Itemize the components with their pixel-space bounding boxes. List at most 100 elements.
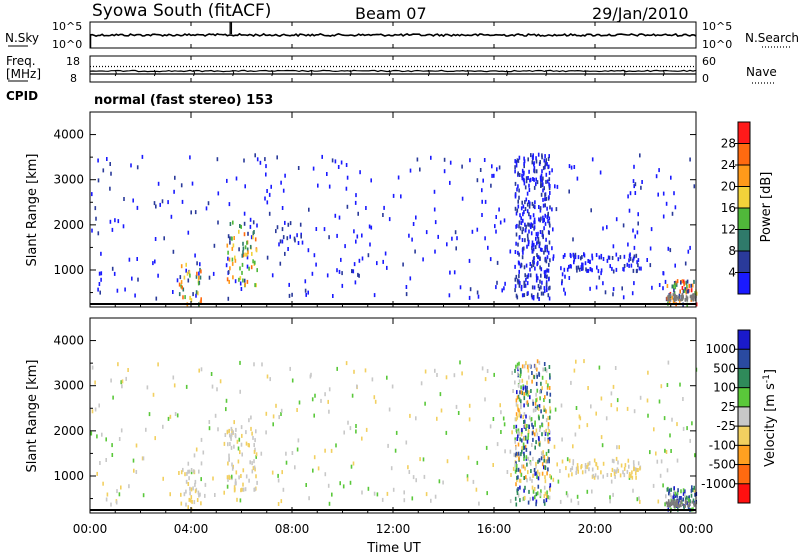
velocity-point	[520, 472, 523, 477]
power-point	[128, 257, 131, 262]
power-point	[242, 278, 244, 283]
velocity-point	[674, 491, 677, 496]
power-point	[476, 290, 479, 295]
velocity-colorbar-label: Velocity [m s-1]	[762, 369, 778, 467]
power-point	[334, 159, 337, 164]
velocity-point	[187, 469, 189, 474]
x-tick-label: 00:00	[73, 522, 108, 536]
power-point	[685, 290, 687, 295]
power-ground-point	[672, 293, 675, 297]
velocity-point	[515, 398, 518, 403]
velocity-point	[532, 496, 534, 501]
power-point	[321, 154, 323, 159]
power-point	[533, 185, 536, 190]
power-point	[95, 216, 97, 221]
power-point	[632, 268, 635, 273]
velocity-point	[239, 389, 241, 394]
velocity-point	[96, 434, 98, 439]
power-point	[662, 191, 665, 196]
velocity-ground-point	[672, 499, 674, 503]
velocity-point	[96, 471, 98, 476]
power-point	[545, 269, 547, 274]
velocity-point	[197, 490, 200, 495]
velocity-point	[308, 496, 310, 501]
velocity-point	[679, 382, 681, 387]
freq-trace	[89, 65, 697, 77]
velocity-point	[434, 494, 437, 499]
velocity-point	[628, 464, 630, 469]
velocity-point	[515, 446, 517, 451]
power-point	[545, 280, 548, 285]
velocity-point	[598, 365, 601, 370]
velocity-point	[531, 431, 534, 436]
power-point	[284, 251, 286, 256]
power-point	[534, 266, 536, 271]
velocity-point	[216, 387, 218, 392]
power-point	[287, 247, 289, 251]
velocity-point	[236, 497, 238, 502]
velocity-point	[256, 480, 258, 485]
velocity-point	[546, 471, 548, 476]
power-point	[315, 262, 317, 267]
velocity-point	[445, 375, 448, 380]
velocity-point	[586, 489, 589, 494]
velocity-point	[518, 413, 520, 418]
power-point	[545, 282, 548, 287]
power-point	[453, 270, 456, 275]
power-point	[241, 262, 244, 267]
power-point	[540, 267, 543, 272]
velocity-point	[543, 362, 546, 366]
velocity-point	[548, 386, 551, 390]
power-point	[520, 221, 523, 226]
velocity-point	[544, 465, 547, 470]
power-point	[520, 284, 523, 289]
velocity-point	[535, 464, 537, 469]
velocity-point	[570, 498, 573, 503]
velocity-point	[536, 367, 538, 372]
power-point	[673, 191, 675, 196]
power-point	[365, 206, 367, 210]
power-point	[547, 293, 550, 298]
power-point	[111, 266, 114, 271]
velocity-point	[229, 442, 231, 446]
velocity-point	[514, 469, 517, 474]
velocity-point	[327, 399, 329, 404]
power-point	[226, 178, 228, 183]
velocity-point	[245, 474, 248, 479]
velocity-ytick-label: 3000	[53, 379, 84, 393]
velocity-point	[613, 459, 615, 464]
power-point	[638, 266, 641, 271]
velocity-point	[186, 471, 188, 476]
power-point	[241, 270, 243, 275]
power-point	[232, 243, 235, 248]
power-colorbar-tick-label: 16	[721, 201, 736, 215]
power-point	[545, 196, 548, 201]
velocity-point	[633, 467, 635, 472]
velocity-point	[502, 416, 505, 421]
velocity-point	[678, 498, 680, 503]
power-point	[632, 256, 635, 261]
power-point	[635, 269, 638, 274]
power-point	[538, 205, 540, 209]
velocity-point	[461, 371, 463, 376]
power-point	[627, 242, 629, 247]
time-x-label: Time UT	[366, 541, 420, 554]
freq-glitch	[545, 69, 548, 77]
power-point	[544, 213, 546, 218]
power-point	[233, 236, 235, 240]
power-point	[189, 155, 191, 160]
power-point	[276, 155, 278, 160]
velocity-point	[438, 479, 441, 484]
power-point	[528, 204, 531, 209]
power-point	[531, 240, 534, 245]
power-point	[227, 256, 229, 261]
velocity-colorbar-label-main: Velocity [m s	[763, 383, 778, 467]
velocity-point	[612, 384, 615, 389]
power-point	[243, 278, 246, 283]
velocity-point	[554, 407, 557, 412]
power-point	[686, 284, 688, 289]
power-point	[641, 180, 643, 184]
power-point	[415, 215, 417, 220]
velocity-point	[251, 461, 253, 466]
power-point	[682, 279, 685, 284]
